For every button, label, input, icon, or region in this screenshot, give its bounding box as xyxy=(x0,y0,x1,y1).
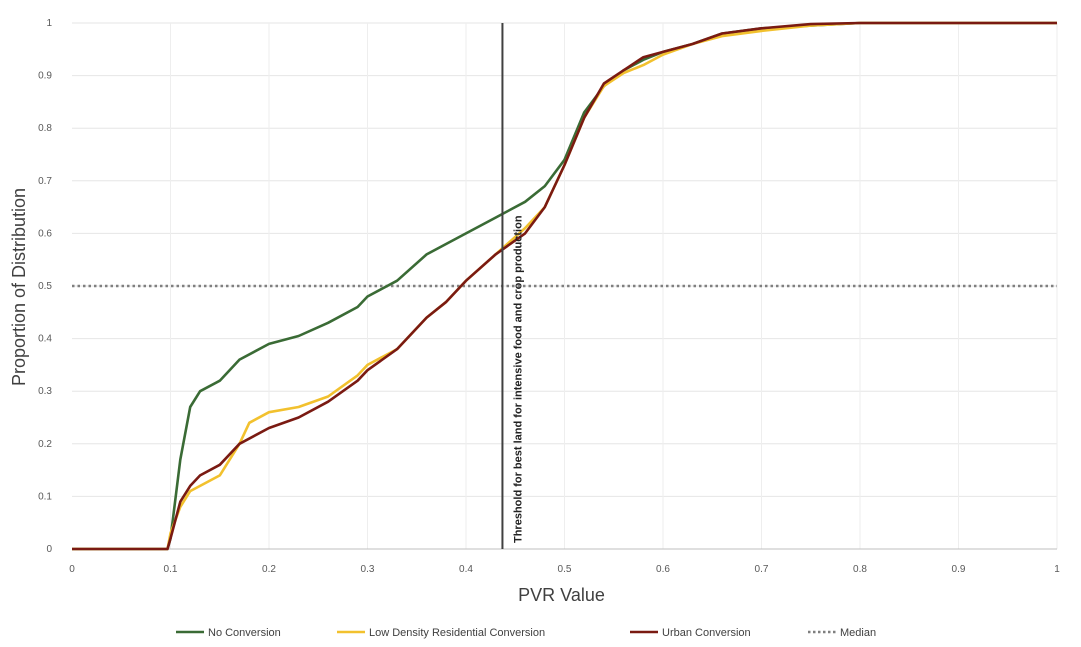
x-tick-label: 0.7 xyxy=(755,564,769,575)
x-tick-label: 0.2 xyxy=(262,564,276,575)
x-tick-label: 0.9 xyxy=(952,564,966,575)
x-tick-label: 0.3 xyxy=(361,564,375,575)
y-tick-label: 0 xyxy=(46,544,52,555)
y-tick-label: 1 xyxy=(46,18,52,29)
y-tick-label: 0.9 xyxy=(38,71,52,82)
x-tick-label: 0 xyxy=(69,564,75,575)
series-lines xyxy=(72,21,1057,551)
x-tick-labels: 0 0.1 0.2 0.3 0.4 0.5 0.6 0.7 0.8 0.9 1 xyxy=(69,564,1060,575)
y-tick-label: 0.7 xyxy=(38,176,52,187)
threshold-label: Threshold for best land for intensive fo… xyxy=(512,215,524,543)
legend-label: Low Density Residential Conversion xyxy=(369,627,545,639)
x-tick-label: 0.8 xyxy=(853,564,867,575)
y-tick-label: 0.1 xyxy=(38,491,52,502)
legend-label: No Conversion xyxy=(208,627,281,639)
x-tick-label: 0.5 xyxy=(558,564,572,575)
x-axis-title: PVR Value xyxy=(518,585,605,605)
series-line-urban-conversion xyxy=(72,21,1057,551)
x-tick-label: 1 xyxy=(1054,564,1060,575)
y-axis-title: Proportion of Distribution xyxy=(9,188,29,386)
y-tick-label: 0.3 xyxy=(38,386,52,397)
legend-label: Urban Conversion xyxy=(662,627,751,639)
legend-label: Median xyxy=(840,627,876,639)
y-tick-label: 0.8 xyxy=(38,123,52,134)
y-tick-label: 0.6 xyxy=(38,228,52,239)
y-tick-labels: 0 0.1 0.2 0.3 0.4 0.5 0.6 0.7 0.8 0.9 1 xyxy=(38,18,52,555)
x-tick-label: 0.1 xyxy=(164,564,178,575)
y-tick-label: 0.4 xyxy=(38,334,52,345)
y-tick-label: 0.2 xyxy=(38,439,52,450)
legend: No Conversion Low Density Residential Con… xyxy=(176,627,876,639)
x-tick-label: 0.6 xyxy=(656,564,670,575)
x-tick-label: 0.4 xyxy=(459,564,473,575)
y-tick-label: 0.5 xyxy=(38,281,52,292)
